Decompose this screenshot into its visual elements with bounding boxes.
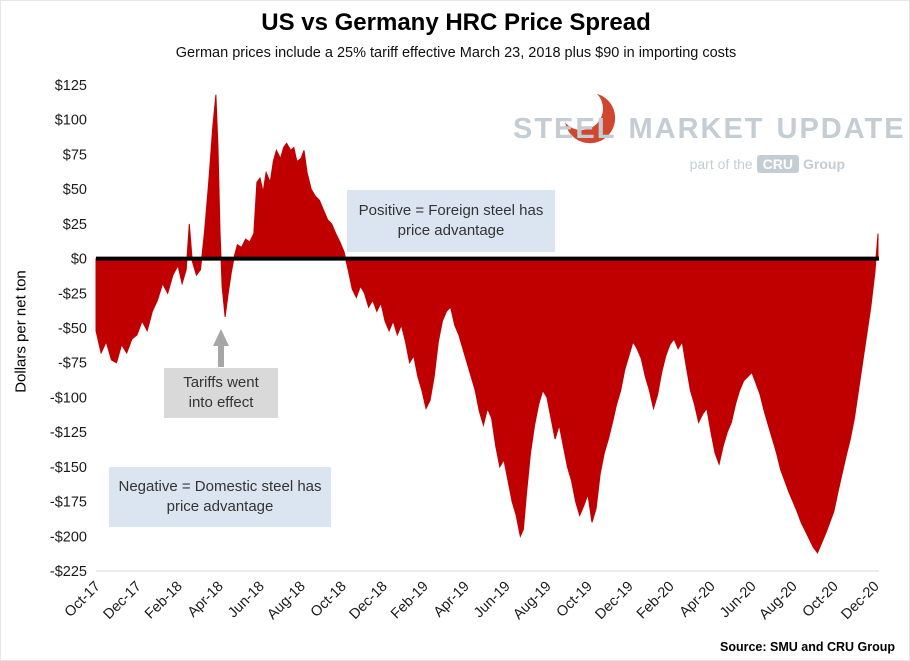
x-tick-label: Apr-18 (185, 579, 227, 621)
y-tick-label: -$100 (50, 390, 87, 406)
y-tick-label: -$75 (58, 356, 87, 372)
x-tick-label: Apr-20 (677, 579, 719, 621)
positive-annotation: Positive = Foreign steel has price advan… (347, 190, 555, 252)
x-tick-label: Feb-20 (634, 579, 678, 623)
x-tick-label: Apr-19 (431, 579, 473, 621)
source-note: Source: SMU and CRU Group (719, 640, 895, 654)
smu-crescent-logo-icon (561, 89, 616, 144)
x-tick-label: Oct-19 (554, 579, 596, 621)
x-tick-label: Jun-19 (471, 579, 514, 622)
y-tick-label: -$225 (50, 564, 87, 580)
y-tick-label: -$50 (58, 321, 87, 337)
page-title: US vs Germany HRC Price Spread (261, 9, 651, 36)
x-tick-label: Feb-19 (388, 579, 432, 623)
page-subtitle: German prices include a 25% tariff effec… (175, 45, 737, 61)
watermark-update: UPDATE (776, 113, 906, 145)
watermark: STEEL MARKET UPDATE part of the CRU Group (501, 87, 904, 187)
tariff-arrow-head-icon (213, 329, 229, 346)
x-tick-label: Aug-20 (756, 579, 800, 623)
watermark-market: MARKET (628, 113, 765, 145)
logo-crescent-cut (561, 89, 603, 131)
y-tick-label: $0 (71, 252, 87, 268)
y-tick-label: -$175 (50, 495, 87, 511)
x-tick-label: Dec-19 (592, 579, 636, 623)
tariffs-annotation: Tariffs went into effect (164, 368, 278, 418)
x-tick-label: Dec-20 (838, 579, 882, 623)
watermark-subline: part of the CRU Group (513, 155, 845, 173)
x-tick-label: Oct-18 (308, 579, 350, 621)
x-tick-label: Dec-17 (100, 579, 144, 623)
watermark-part-of: part of the (689, 156, 753, 172)
negative-annotation: Negative = Domestic steel has price adva… (109, 467, 331, 527)
watermark-cru-badge: CRU (756, 155, 799, 173)
x-tick-label: Feb-18 (142, 579, 186, 623)
x-tick-label: Jun-20 (717, 579, 760, 622)
y-tick-label: -$150 (50, 460, 87, 476)
y-tick-label: $125 (55, 78, 87, 94)
y-tick-label: -$25 (58, 286, 87, 302)
x-tick-label: Aug-18 (264, 579, 308, 623)
y-tick-label: $75 (63, 147, 87, 163)
y-tick-label: $100 (55, 113, 87, 129)
watermark-steel: STEEL (513, 113, 617, 145)
x-tick-label: Oct-20 (800, 579, 842, 621)
price-spread-area (95, 94, 879, 554)
y-tick-label: $25 (63, 217, 87, 233)
x-tick-label: Aug-19 (510, 579, 554, 623)
y-tick-label: $50 (63, 182, 87, 198)
watermark-text: STEEL MARKET UPDATE (513, 113, 909, 146)
x-tick-label: Oct-17 (62, 579, 104, 621)
y-tick-label: -$200 (50, 529, 87, 545)
x-tick-label: Dec-18 (346, 579, 390, 623)
y-tick-label: -$125 (50, 425, 87, 441)
watermark-group: Group (803, 156, 845, 172)
x-tick-label: Jun-18 (225, 579, 268, 622)
